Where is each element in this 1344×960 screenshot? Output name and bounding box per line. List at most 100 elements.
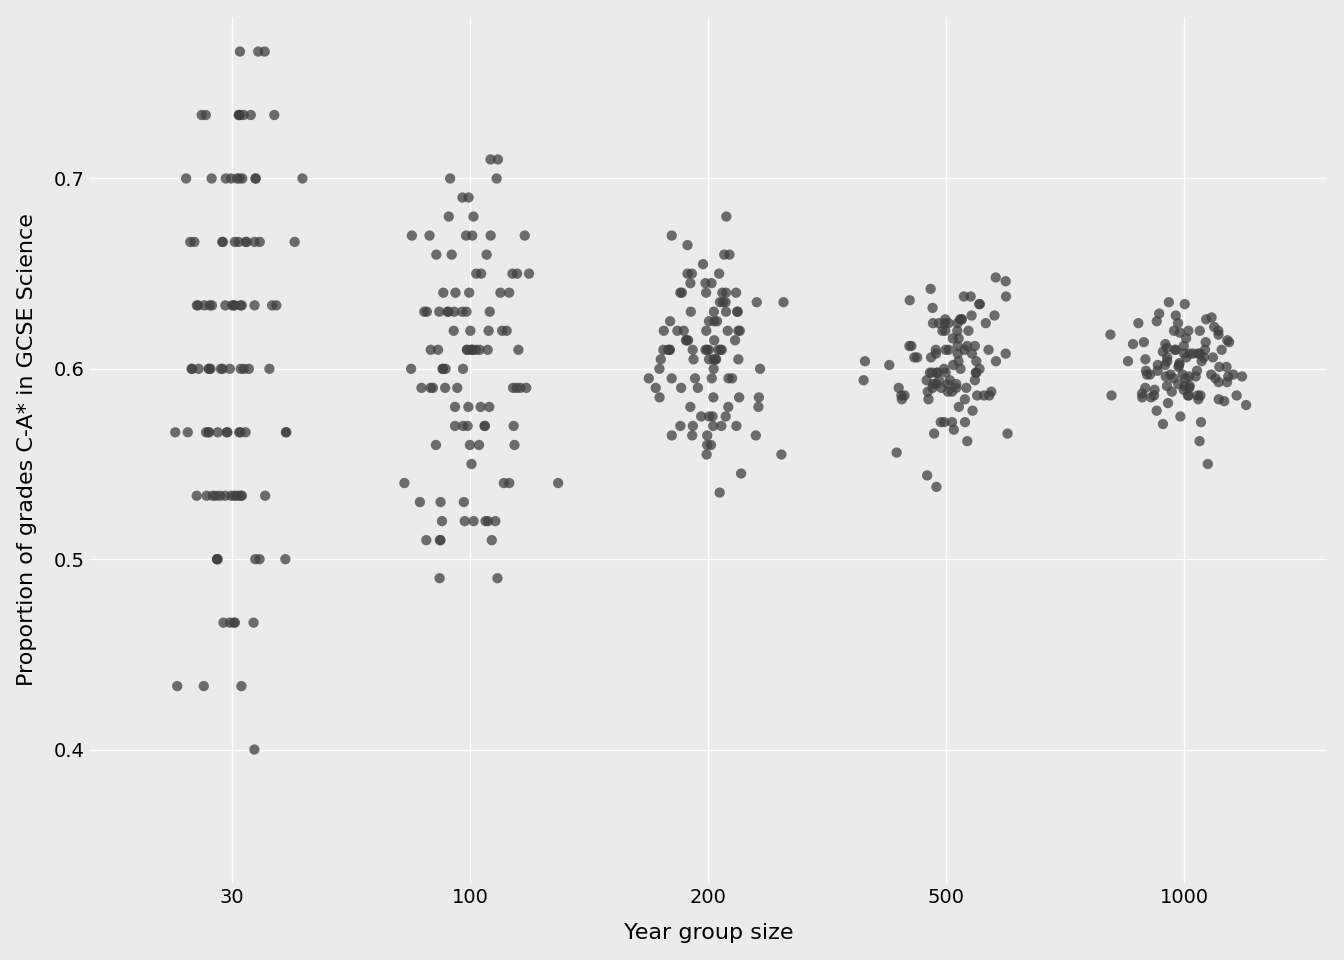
Point <box>441 247 462 262</box>
Point <box>430 533 452 548</box>
Point <box>230 44 251 60</box>
Point <box>417 304 438 320</box>
Point <box>261 298 282 313</box>
Point <box>1208 324 1230 339</box>
Point <box>1235 397 1257 413</box>
Point <box>926 376 948 392</box>
Point <box>715 304 737 320</box>
Point <box>470 399 492 415</box>
Point <box>431 514 453 529</box>
Point <box>519 266 540 281</box>
Point <box>496 324 517 339</box>
Point <box>185 488 207 503</box>
Point <box>687 380 708 396</box>
Point <box>956 380 977 396</box>
Point <box>445 419 466 434</box>
Point <box>1160 367 1181 382</box>
Point <box>276 424 297 440</box>
Point <box>948 399 969 415</box>
Point <box>677 266 699 281</box>
Point <box>501 266 523 281</box>
Point <box>930 380 952 396</box>
Point <box>485 514 507 529</box>
Point <box>931 324 953 339</box>
Point <box>429 570 450 586</box>
Point <box>1164 324 1185 339</box>
Point <box>222 298 243 313</box>
Point <box>922 365 943 380</box>
Point <box>645 380 667 396</box>
Point <box>1231 369 1253 384</box>
Point <box>677 332 699 348</box>
Point <box>949 312 970 327</box>
Point <box>669 419 691 434</box>
Point <box>431 361 453 376</box>
Point <box>718 399 739 415</box>
Point <box>462 514 484 529</box>
Point <box>453 419 474 434</box>
Point <box>661 228 683 243</box>
Point <box>228 424 250 440</box>
Point <box>719 247 741 262</box>
Point <box>194 679 215 694</box>
Point <box>191 108 212 123</box>
Point <box>434 380 456 396</box>
Point <box>946 376 968 392</box>
Point <box>433 361 454 376</box>
Point <box>1187 346 1208 361</box>
Point <box>984 308 1005 324</box>
Point <box>220 171 242 186</box>
Point <box>478 324 500 339</box>
Point <box>167 679 188 694</box>
Point <box>1136 367 1157 382</box>
Point <box>1169 325 1191 341</box>
Point <box>499 285 520 300</box>
Point <box>1200 367 1222 382</box>
Point <box>1101 388 1122 403</box>
Point <box>957 434 978 449</box>
Point <box>1226 388 1247 403</box>
Point <box>853 372 875 388</box>
Point <box>249 551 270 566</box>
Point <box>462 209 484 225</box>
Point <box>1163 371 1184 386</box>
Point <box>487 570 508 586</box>
Point <box>1187 363 1208 378</box>
Point <box>243 742 265 757</box>
Point <box>919 365 941 380</box>
Point <box>184 234 206 250</box>
Point <box>394 475 415 491</box>
Point <box>728 324 750 339</box>
Point <box>699 351 720 367</box>
Point <box>722 371 743 386</box>
Point <box>207 551 228 566</box>
Point <box>212 234 234 250</box>
Point <box>728 390 750 405</box>
Point <box>227 234 249 250</box>
Point <box>1154 336 1176 351</box>
Point <box>1156 340 1177 355</box>
Point <box>703 332 724 348</box>
Point <box>680 304 702 320</box>
Point <box>212 615 234 631</box>
Point <box>507 266 528 281</box>
Point <box>181 361 203 376</box>
Point <box>934 312 956 327</box>
Point <box>1173 382 1195 397</box>
Point <box>1176 330 1198 346</box>
Point <box>1187 388 1208 403</box>
Point <box>1172 367 1193 382</box>
Point <box>906 349 927 365</box>
Point <box>207 551 228 566</box>
Point <box>638 371 660 386</box>
Point <box>948 316 969 331</box>
Point <box>941 415 962 430</box>
Point <box>458 285 480 300</box>
Point <box>1165 342 1187 357</box>
Point <box>211 234 233 250</box>
Point <box>953 289 974 304</box>
Point <box>198 424 219 440</box>
Point <box>917 384 938 399</box>
Point <box>210 361 231 376</box>
Point <box>915 372 937 388</box>
